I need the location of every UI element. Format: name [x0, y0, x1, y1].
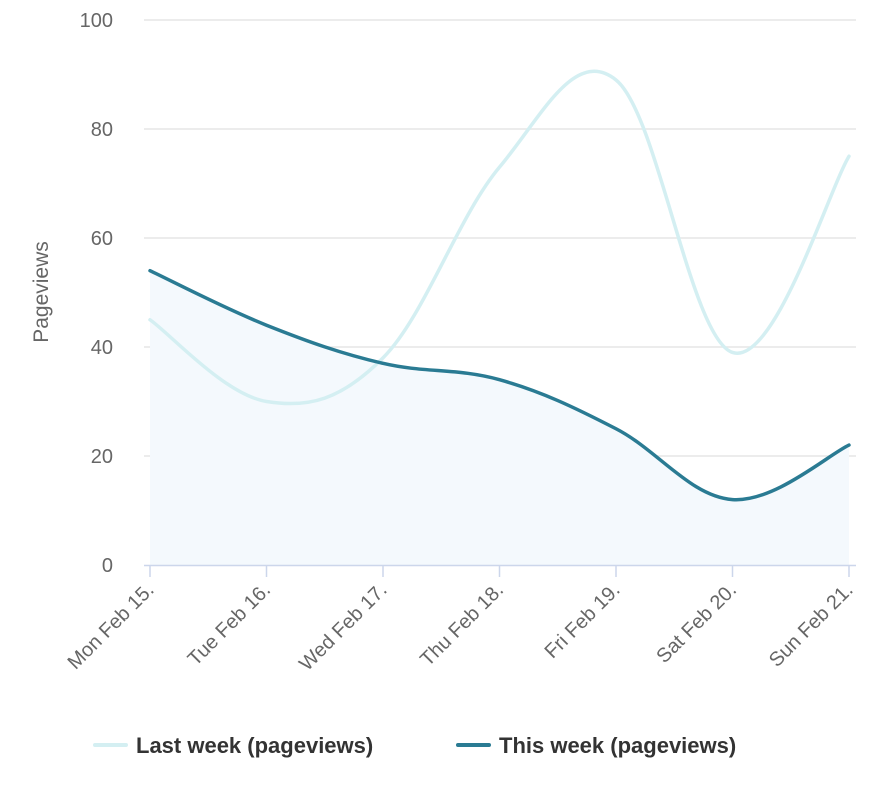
- x-tick-label: Fri Feb 19.: [541, 579, 625, 663]
- series-lines: [148, 69, 851, 502]
- legend: Last week (pageviews) This week (pageview…: [93, 733, 736, 758]
- legend-label: Last week (pageviews): [136, 733, 373, 758]
- y-tick-label: 40: [91, 337, 113, 359]
- legend-item-1[interactable]: Last week (pageviews): [93, 733, 373, 758]
- x-tick-label: Sun Feb 21.: [765, 579, 858, 672]
- legend-label: This week (pageviews): [499, 733, 736, 758]
- x-axis: Mon Feb 15. Tue Feb 16. Wed Feb 17. Thu Feb…: [64, 564, 858, 675]
- legend-item-2[interactable]: This week (pageviews): [456, 733, 736, 758]
- x-tick-label: Wed Feb 17.: [295, 579, 391, 675]
- y-axis-title: Pageviews: [30, 241, 53, 343]
- y-tick-label: 60: [91, 228, 113, 250]
- y-axis: 0 20 40 60 80 100: [80, 10, 113, 577]
- series-line-1: [148, 69, 851, 406]
- y-tick-label: 20: [91, 446, 113, 468]
- x-tick-label: Thu Feb 18.: [416, 579, 508, 671]
- x-tick-label: Tue Feb 16.: [184, 579, 275, 670]
- y-tick-label: 80: [91, 119, 113, 141]
- y-tick-label: 0: [102, 555, 113, 577]
- series-areas: [150, 270, 849, 565]
- y-tick-label: 100: [80, 10, 113, 32]
- x-tick-label: Mon Feb 15.: [64, 579, 159, 674]
- x-tick-label: Sat Feb 20.: [652, 579, 741, 668]
- series-area-2: [150, 270, 849, 565]
- series-line-2: [148, 268, 851, 502]
